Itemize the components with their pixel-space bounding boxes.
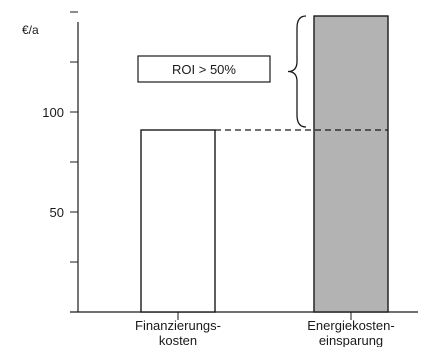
bar	[140, 129, 216, 313]
y-tick-label: 100	[42, 105, 64, 120]
annotation-box	[137, 55, 271, 83]
category-label-line: Energiekosten-	[307, 318, 394, 333]
category-label-line: kosten	[159, 333, 197, 347]
category-label-line: einsparung	[319, 333, 383, 347]
category-labels: Finanzierungs-kosten Energiekosten-einspa…	[135, 318, 395, 347]
annotations: ROI > 50%	[137, 15, 388, 131]
brace	[287, 15, 307, 128]
annotation-text: ROI > 50%	[172, 62, 236, 77]
category-label: Energiekosten-einsparung	[307, 318, 394, 347]
category-label: Finanzierungs-kosten	[135, 318, 221, 347]
bar	[313, 15, 389, 313]
bars	[140, 15, 389, 313]
y-tick-label: 50	[50, 205, 64, 220]
y-axis-unit: €/a	[22, 23, 39, 37]
category-label-line: Finanzierungs-	[135, 318, 221, 333]
